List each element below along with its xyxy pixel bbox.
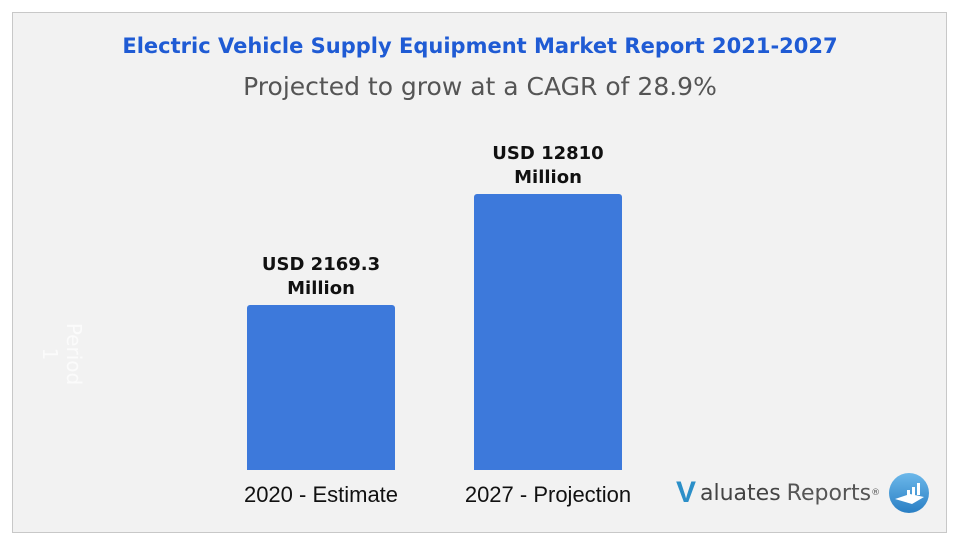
bar-2020 <box>247 304 395 470</box>
data-label-value: USD 2169.3 <box>261 253 381 275</box>
series-watermark: Period 1 <box>38 322 86 386</box>
valuates-reports-logo: V aluates Reports ® <box>676 470 930 516</box>
bar-2027 <box>474 193 622 470</box>
logo-text-reports: Reports <box>786 480 872 506</box>
category-label-2020: 2020 - Estimate <box>243 482 399 507</box>
data-label-unit: Million <box>287 277 355 299</box>
data-label-value: USD 12810 <box>492 142 604 164</box>
chart-subtitle: Projected to grow at a CAGR of 28.9% <box>243 72 717 101</box>
data-label-2020: USD 2169.3 Million <box>227 253 415 301</box>
chart-title: Electric Vehicle Supply Equipment Market… <box>122 34 838 58</box>
logo-v: V <box>676 476 697 509</box>
logo-chart-icon <box>889 473 930 513</box>
logo-registered: ® <box>871 488 881 498</box>
logo-text-valuates: aluates <box>700 480 781 506</box>
data-label-unit: Million <box>514 166 582 188</box>
category-label-2027: 2027 - Projection <box>464 482 632 507</box>
data-label-2027: USD 12810 Million <box>454 142 642 190</box>
